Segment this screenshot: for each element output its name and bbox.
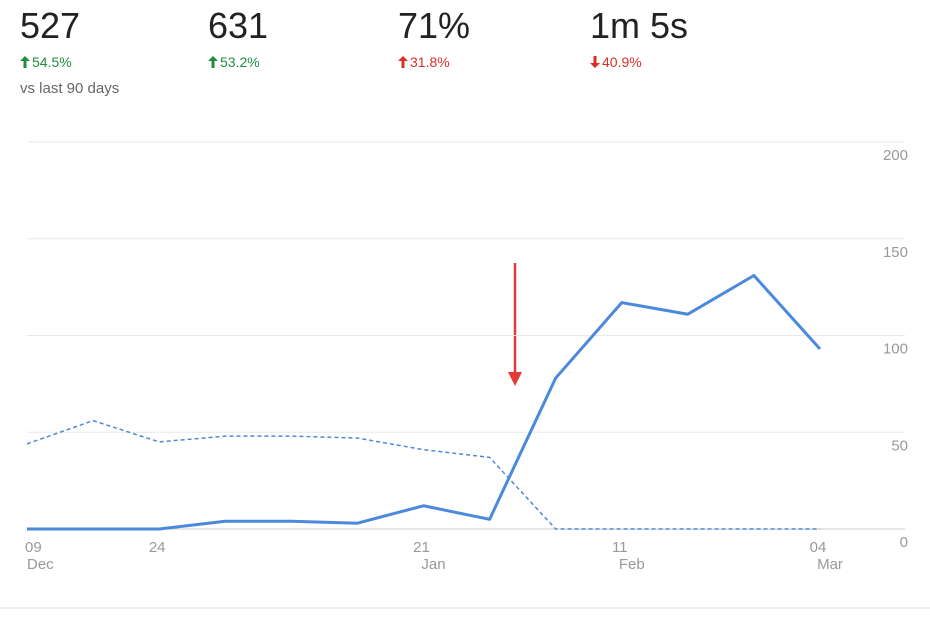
metric-value: 527 xyxy=(20,5,81,46)
metric-change: 40.9% xyxy=(590,54,688,70)
metric: 631 53.2% xyxy=(208,6,268,70)
x-tick-label: 21 xyxy=(413,539,430,556)
y-tick-label: 50 xyxy=(891,437,908,454)
metric-change: 31.8% xyxy=(398,54,470,70)
x-tick-sublabel: Mar xyxy=(817,556,843,573)
x-tick-label: 04 xyxy=(810,539,827,556)
metric-value: 71% xyxy=(398,5,471,46)
x-tick-label: 09 xyxy=(25,539,42,556)
metric-change-value: 53.2% xyxy=(220,54,260,70)
metric-change-value: 54.5% xyxy=(32,54,72,70)
trend-arrow xyxy=(208,56,218,68)
comparison-label: vs last 90 days xyxy=(20,80,120,97)
trend-icon xyxy=(20,56,30,68)
x-tick-sublabel: Feb xyxy=(619,556,645,573)
metric-value: 631 xyxy=(208,5,269,46)
metric-change-value: 31.8% xyxy=(410,54,450,70)
metric-change-value: 40.9% xyxy=(602,54,642,70)
trend-icon xyxy=(208,56,218,68)
x-tick-label: 11 xyxy=(612,539,628,556)
y-tick-label: 100 xyxy=(883,341,908,358)
x-tick-sublabel: Dec xyxy=(27,556,54,573)
series-line xyxy=(26,419,820,530)
y-tick-label: 150 xyxy=(883,244,908,261)
metric-change: 53.2% xyxy=(208,54,268,70)
trend-icon xyxy=(590,56,600,68)
y-tick-label: 0 xyxy=(900,534,908,551)
y-tick-label: 200 xyxy=(883,147,908,164)
metric: 1m 5s 40.9% xyxy=(590,6,688,70)
x-tick-sublabel: Jan xyxy=(421,556,445,573)
x-tick-label: 24 xyxy=(149,539,166,556)
trend-arrow xyxy=(398,56,408,68)
trend-icon xyxy=(398,56,408,68)
metric-change: 54.5% xyxy=(20,54,80,70)
annotation-arrow-head xyxy=(508,372,522,386)
metric-value: 1m 5s xyxy=(590,5,689,46)
series-line xyxy=(27,274,822,531)
trend-arrow xyxy=(20,56,30,68)
metric: 71% 31.8% xyxy=(398,6,470,70)
trend-arrow xyxy=(590,56,600,68)
metric: 527 54.5% xyxy=(20,6,80,70)
